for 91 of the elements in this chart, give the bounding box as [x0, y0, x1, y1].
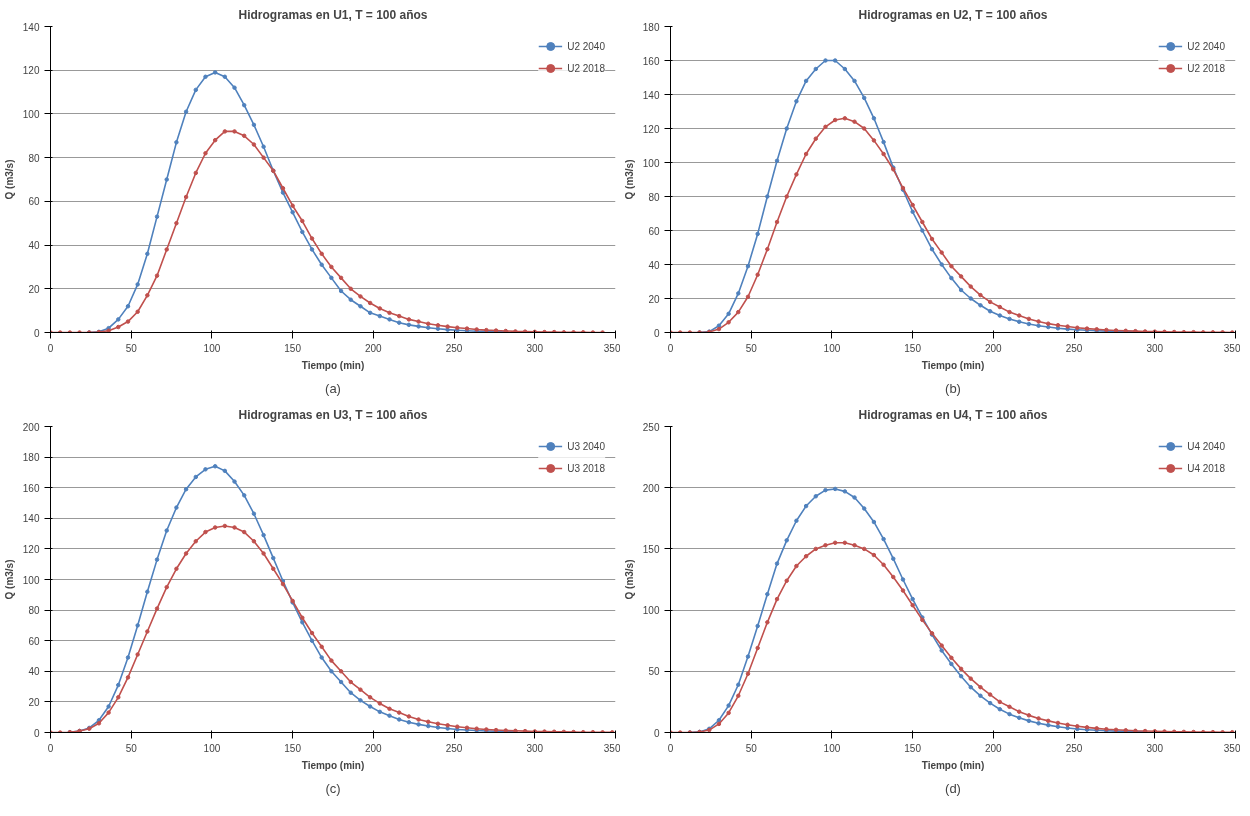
y-tick-label: 140: [22, 513, 40, 525]
x-tick-label: 300: [1146, 342, 1164, 354]
y-tick-label: 120: [22, 543, 40, 555]
x-tick-label: 100: [823, 342, 841, 354]
x-tick-label: 200: [365, 342, 383, 354]
y-tick-label: 50: [648, 666, 660, 678]
x-tick-label: 100: [823, 742, 841, 754]
y-tick-label: 140: [642, 89, 660, 101]
chart-title: Hidrogramas en U4, T = 100 años: [858, 407, 1048, 422]
x-tick-label: 300: [526, 742, 544, 754]
x-tick-label: 0: [47, 342, 54, 354]
x-tick-label: 350: [603, 342, 621, 354]
y-tick-label: 0: [33, 327, 40, 339]
y-tick-label: 100: [22, 108, 40, 120]
y-axis-title: Q (m3/s): [623, 159, 635, 200]
x-tick-label: 150: [284, 342, 302, 354]
y-tick-label: 20: [648, 293, 660, 305]
x-tick-label: 100: [203, 742, 221, 754]
y-tick-label: 20: [28, 283, 40, 295]
x-axis-title: Tiempo (min): [301, 759, 365, 771]
x-axis-title: Tiempo (min): [921, 359, 985, 371]
x-axis-title: Tiempo (min): [301, 359, 365, 371]
y-axis-title: Q (m3/s): [623, 559, 635, 600]
x-tick-label: 50: [745, 342, 758, 354]
y-tick-label: 120: [642, 123, 660, 135]
text: (c): [325, 780, 341, 796]
text: (a): [325, 380, 341, 396]
y-tick-label: 100: [22, 574, 40, 586]
y-tick-label: 250: [642, 421, 660, 433]
x-tick-label: 300: [1146, 742, 1164, 754]
x-tick-label: 50: [125, 742, 138, 754]
x-tick-label: 150: [904, 342, 922, 354]
x-tick-label: 200: [985, 742, 1003, 754]
x-tick-label: 0: [667, 742, 674, 754]
chart-title: Hidrogramas en U2, T = 100 años: [858, 7, 1048, 22]
x-axis-title: Tiempo (min): [921, 759, 985, 771]
y-tick-label: 0: [653, 727, 660, 739]
y-tick-label: 160: [22, 482, 40, 494]
legend-label: U2 2040: [567, 40, 605, 52]
chart-title: Hidrogramas en U1, T = 100 años: [238, 7, 428, 22]
y-axis-title: Q (m3/s): [3, 159, 15, 200]
text: (d): [945, 780, 961, 796]
y-tick-label: 200: [22, 421, 40, 433]
legend-label: U3 2040: [567, 440, 605, 452]
legend-label: U2 2018: [1187, 62, 1225, 74]
legend-label: U4 2040: [1187, 440, 1225, 452]
y-tick-label: 180: [22, 452, 40, 464]
y-tick-label: 40: [648, 259, 660, 271]
x-tick-label: 150: [904, 742, 922, 754]
y-tick-label: 180: [642, 21, 660, 33]
x-tick-label: 0: [667, 342, 674, 354]
y-tick-label: 0: [33, 727, 40, 739]
y-tick-label: 100: [642, 605, 660, 617]
y-tick-label: 60: [648, 225, 660, 237]
y-axis-title: Q (m3/s): [3, 559, 15, 600]
text: (b): [945, 380, 961, 396]
x-tick-label: 200: [365, 742, 383, 754]
y-tick-label: 120: [22, 65, 40, 77]
y-tick-label: 160: [642, 55, 660, 67]
x-tick-label: 350: [1223, 742, 1241, 754]
y-tick-label: 20: [28, 696, 40, 708]
x-tick-label: 100: [203, 342, 221, 354]
x-tick-label: 350: [1223, 342, 1241, 354]
x-tick-label: 0: [47, 742, 54, 754]
legend-label: U2 2018: [567, 62, 605, 74]
x-tick-label: 250: [445, 342, 463, 354]
x-tick-label: 200: [985, 342, 1003, 354]
x-tick-label: 250: [1065, 742, 1083, 754]
y-tick-label: 80: [648, 191, 660, 203]
chart-title: Hidrogramas en U3, T = 100 años: [238, 407, 428, 422]
legend-label: U3 2018: [567, 462, 605, 474]
x-tick-label: 250: [1065, 342, 1083, 354]
y-tick-label: 60: [28, 196, 40, 208]
y-tick-label: 150: [642, 543, 660, 555]
y-tick-label: 40: [28, 666, 40, 678]
x-tick-label: 250: [445, 742, 463, 754]
x-tick-label: 350: [603, 742, 621, 754]
y-tick-label: 80: [28, 605, 40, 617]
y-tick-label: 60: [28, 635, 40, 647]
x-tick-label: 300: [526, 342, 544, 354]
x-tick-label: 50: [125, 342, 138, 354]
y-tick-label: 0: [653, 327, 660, 339]
legend-label: U2 2040: [1187, 40, 1225, 52]
y-tick-label: 140: [22, 21, 40, 33]
x-tick-label: 50: [745, 742, 758, 754]
y-tick-label: 80: [28, 152, 40, 164]
x-tick-label: 150: [284, 742, 302, 754]
legend-label: U4 2018: [1187, 462, 1225, 474]
y-tick-label: 100: [642, 157, 660, 169]
y-tick-label: 40: [28, 240, 40, 252]
y-tick-label: 200: [642, 482, 660, 494]
